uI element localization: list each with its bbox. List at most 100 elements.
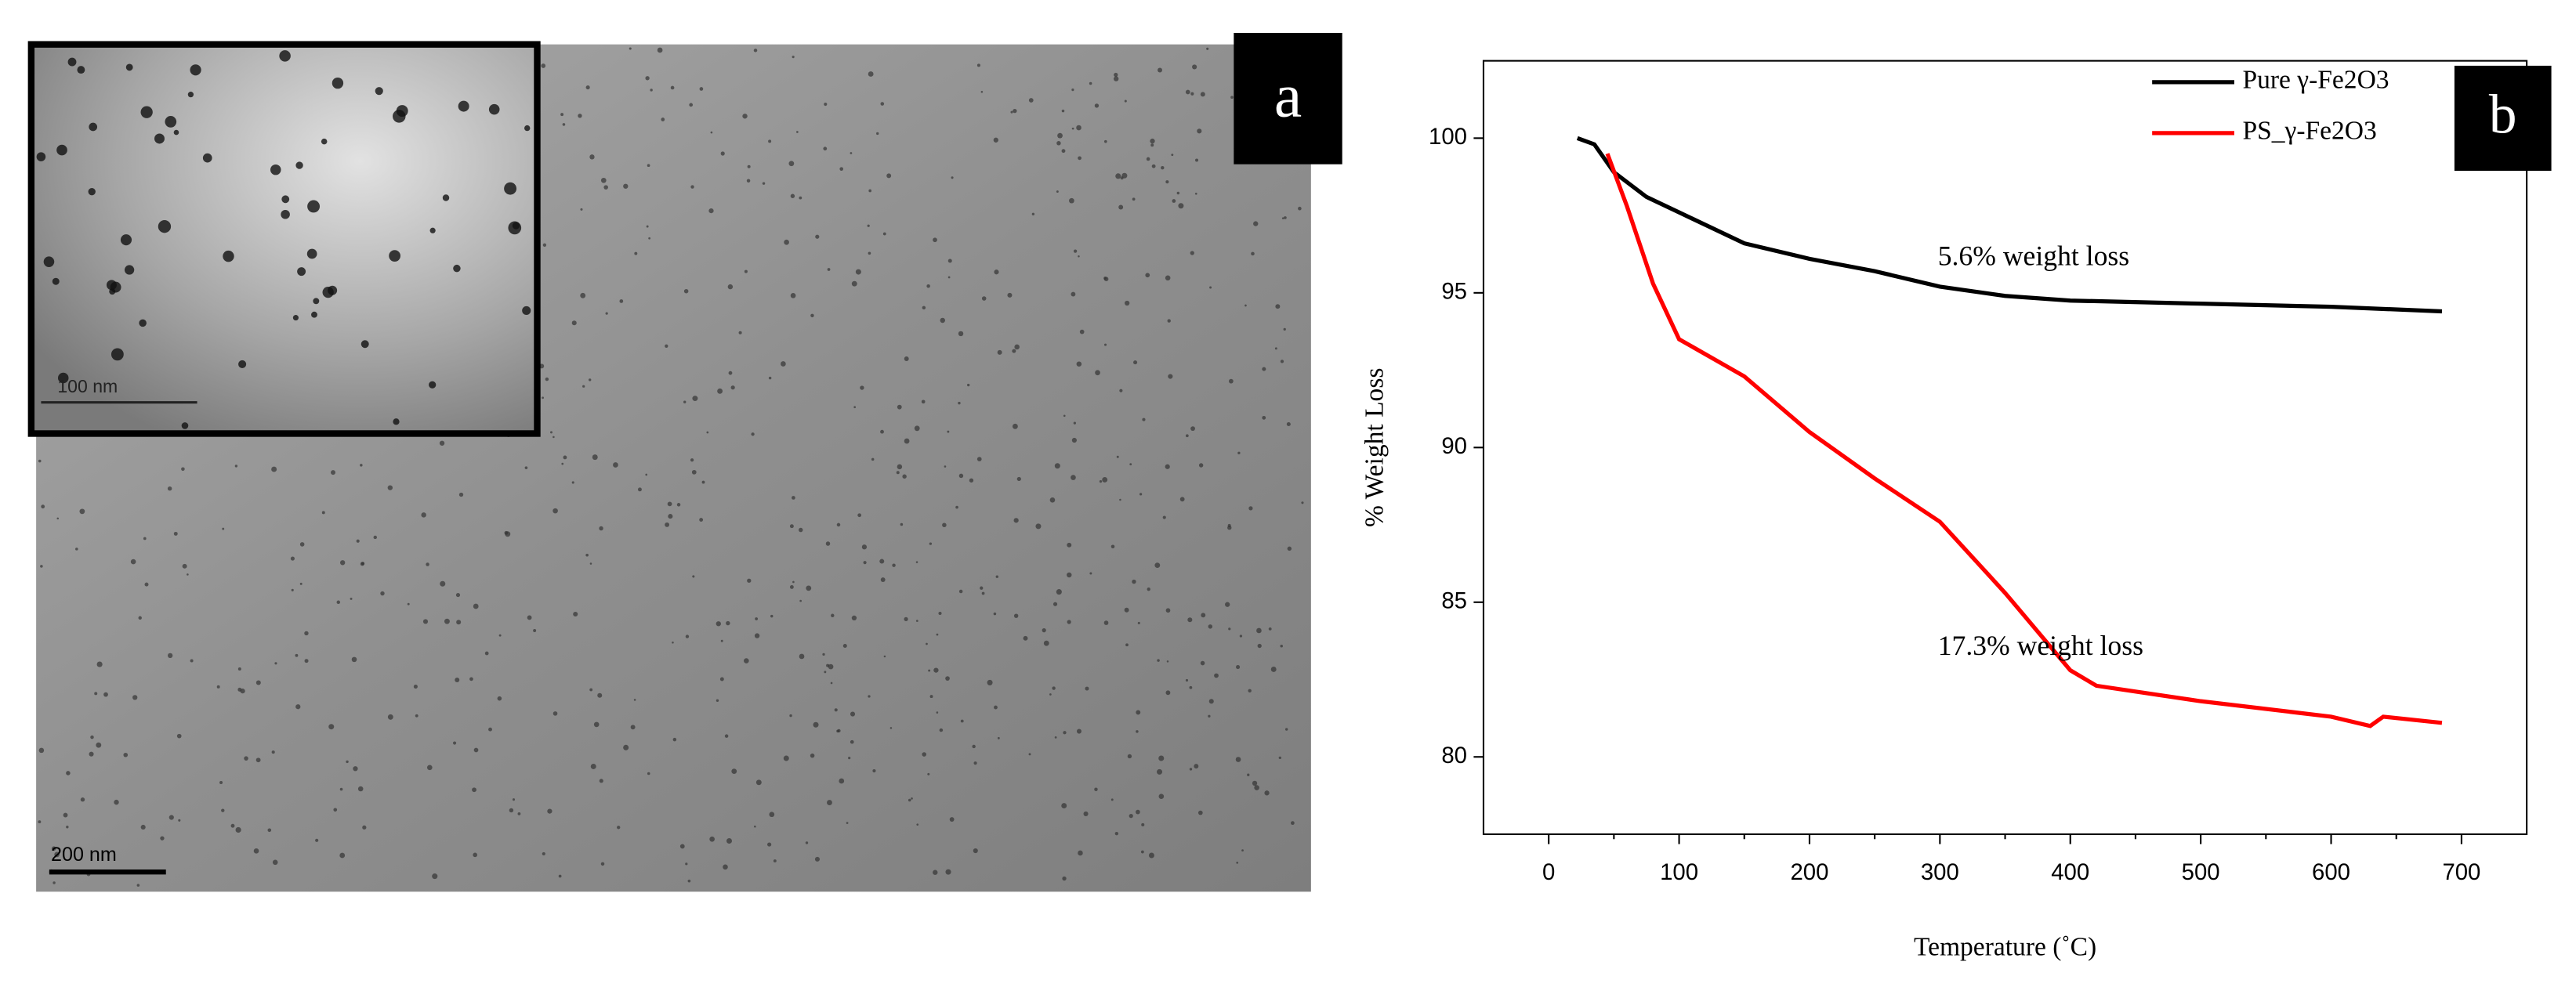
particle: [1248, 506, 1253, 511]
particle: [665, 522, 670, 527]
particle: [270, 164, 281, 175]
particle: [1280, 644, 1283, 648]
particle: [868, 251, 871, 255]
particle: [124, 265, 135, 275]
particle: [883, 655, 886, 658]
particle: [545, 377, 549, 381]
particle: [321, 511, 325, 515]
particle: [1283, 327, 1286, 331]
particle: [933, 237, 937, 243]
panel-label-box: [1234, 32, 1342, 164]
particle: [1136, 809, 1140, 815]
particle: [444, 618, 450, 624]
particle: [331, 470, 335, 475]
particle: [824, 102, 828, 107]
particle: [973, 761, 977, 765]
chart: 0 100 200 300 400 500 600 700 80 85 90 95 100 Tempera…: [1360, 60, 2552, 961]
particle: [421, 512, 426, 518]
particle: [114, 799, 119, 805]
particle: [792, 580, 795, 584]
particle: [839, 778, 845, 784]
particle: [339, 560, 346, 566]
particle: [806, 585, 812, 591]
particle: [1078, 156, 1081, 161]
particle: [473, 603, 479, 609]
particle: [603, 185, 608, 190]
particle: [1201, 613, 1206, 618]
particle: [542, 396, 545, 400]
particle: [799, 653, 805, 660]
annotation: 17.3% weight loss: [1938, 630, 2143, 661]
particle: [914, 425, 920, 432]
particle: [558, 874, 562, 878]
particle: [96, 742, 102, 748]
particle: [160, 836, 165, 841]
particle: [1136, 730, 1139, 733]
particle: [936, 711, 939, 714]
particle: [1127, 754, 1132, 759]
particle: [1165, 608, 1171, 613]
particle: [936, 633, 939, 636]
particle: [892, 563, 896, 567]
particle: [880, 429, 884, 434]
particle: [75, 548, 78, 551]
particle: [958, 401, 961, 405]
particle: [1165, 690, 1171, 696]
particle: [178, 819, 181, 822]
particle: [897, 404, 902, 410]
particle: [1189, 685, 1193, 689]
particle: [216, 685, 220, 689]
panel-label: a: [1274, 61, 1302, 130]
particle: [1139, 493, 1143, 496]
particle: [110, 281, 121, 293]
particle: [981, 296, 987, 301]
particle: [871, 457, 875, 461]
particle: [1172, 199, 1176, 203]
particle: [683, 400, 687, 403]
particle: [484, 651, 489, 656]
particle: [560, 113, 564, 117]
particle: [458, 100, 469, 112]
particle: [1136, 710, 1141, 715]
particle: [1156, 768, 1163, 775]
particle: [880, 577, 886, 582]
particle: [1013, 518, 1019, 523]
particle: [547, 808, 553, 814]
particle: [387, 714, 393, 720]
legend-label: Pure γ-Fe2O3: [2242, 66, 2389, 95]
particle: [645, 76, 650, 81]
particle: [89, 122, 98, 132]
particle: [1071, 291, 1076, 297]
particle: [848, 757, 851, 760]
particle: [158, 220, 172, 233]
particle: [633, 699, 636, 701]
particle: [646, 225, 649, 228]
particle: [1185, 89, 1190, 95]
particle: [889, 727, 893, 729]
particle: [1142, 418, 1146, 421]
particle: [1150, 143, 1154, 147]
particle: [668, 514, 673, 519]
particle: [1103, 620, 1109, 625]
particle: [589, 562, 592, 565]
particle: [336, 600, 341, 605]
particle: [781, 361, 786, 367]
particle: [699, 87, 704, 91]
particle: [144, 582, 149, 587]
particle: [1137, 621, 1140, 624]
particle: [1247, 773, 1250, 776]
particle: [746, 179, 751, 183]
particle: [834, 708, 838, 712]
particle: [1031, 212, 1035, 215]
particle: [176, 733, 182, 739]
particle: [1071, 437, 1077, 443]
particle: [578, 114, 582, 118]
particle: [1061, 803, 1067, 809]
particle: [582, 385, 585, 388]
particle: [339, 787, 343, 791]
particle: [842, 643, 847, 648]
particle: [1161, 165, 1165, 170]
particle: [1076, 361, 1082, 367]
particle: [56, 517, 60, 520]
particle: [1228, 378, 1234, 384]
